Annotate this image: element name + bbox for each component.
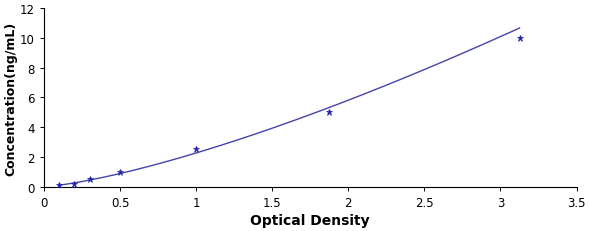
Y-axis label: Concentration(ng/mL): Concentration(ng/mL) xyxy=(4,21,17,175)
X-axis label: Optical Density: Optical Density xyxy=(251,213,370,227)
